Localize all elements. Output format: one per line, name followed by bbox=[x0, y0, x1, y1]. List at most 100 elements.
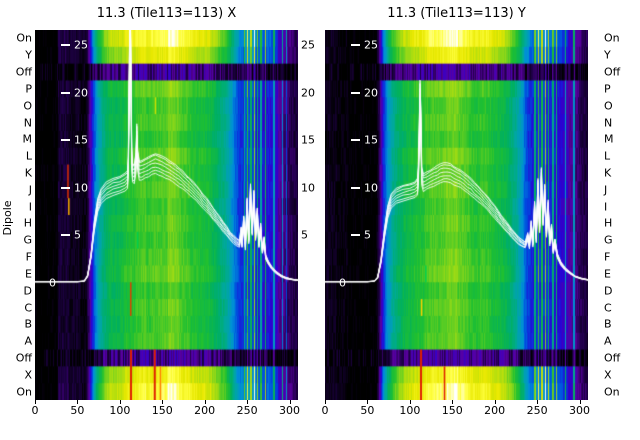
x-tick-mark bbox=[367, 400, 369, 404]
x-tick-mark bbox=[537, 400, 539, 404]
dipole-label-x: X bbox=[604, 368, 612, 382]
y-tick-label-inside: 5 bbox=[364, 228, 371, 242]
x-tick-label: 200 bbox=[194, 404, 216, 417]
x-tick-mark bbox=[409, 400, 411, 404]
dipole-label-n: N bbox=[604, 116, 613, 129]
x-tick-mark bbox=[77, 400, 79, 404]
x-tick-mark bbox=[162, 400, 164, 404]
x-tick-label: 100 bbox=[399, 404, 421, 417]
y-tick-label-gap: 5 bbox=[301, 228, 308, 242]
dipole-label-d: D bbox=[604, 284, 613, 298]
x-tick-mark bbox=[325, 400, 326, 404]
y-tick-label-gap: 15 bbox=[301, 133, 315, 147]
dipole-label-g: G bbox=[23, 233, 32, 247]
y-tick-mark bbox=[61, 234, 70, 237]
y-tick-mark bbox=[61, 91, 70, 94]
panel-title-y: 11.3 (Tile113=113) Y bbox=[387, 6, 526, 21]
y-tick-mark bbox=[351, 44, 360, 46]
dipole-label-n: N bbox=[23, 116, 32, 129]
x-tick-mark bbox=[119, 400, 121, 404]
y-tick-label-inside: 20 bbox=[74, 86, 88, 100]
x-tick-label: 300 bbox=[569, 404, 591, 417]
heatmap-canvas-y bbox=[325, 30, 588, 400]
y-tick-label-inside: 10 bbox=[74, 181, 88, 195]
x-tick-mark bbox=[204, 400, 206, 404]
x-tick-label: 0 bbox=[321, 404, 329, 417]
x-tick-label: 150 bbox=[441, 404, 463, 417]
y-tick-label-gap: 25 bbox=[301, 38, 315, 52]
dipole-label-e: E bbox=[25, 267, 32, 281]
y-tick-label-inside: 10 bbox=[364, 181, 378, 195]
dipole-label-p: P bbox=[604, 82, 611, 96]
y-tick-label-inside: 15 bbox=[364, 133, 378, 147]
dipole-label-a: A bbox=[604, 334, 612, 348]
x-tick-mark bbox=[452, 400, 454, 404]
y-tick-mark bbox=[61, 186, 70, 189]
dipole-label-m: M bbox=[604, 132, 614, 146]
dipole-label-on: On bbox=[16, 385, 32, 399]
panel-title-x: 11.3 (Tile113=113) X bbox=[96, 6, 237, 21]
y-tick-label-inside: 15 bbox=[74, 133, 88, 147]
x-tick-mark bbox=[289, 400, 291, 404]
dipole-label-x: X bbox=[24, 368, 32, 382]
x-tick-label: 50 bbox=[360, 404, 375, 417]
y-tick-label-gap: 20 bbox=[301, 86, 315, 100]
dipole-label-b: B bbox=[604, 317, 612, 331]
x-tick-mark bbox=[579, 400, 581, 404]
dipole-label-off: Off bbox=[15, 351, 32, 365]
y-tick-label-inside: 0 bbox=[339, 276, 346, 290]
dipole-label-o: O bbox=[23, 99, 32, 113]
dipole-label-a: A bbox=[24, 334, 32, 348]
x-tick-label: 150 bbox=[151, 404, 173, 417]
y-tick-label-inside: 25 bbox=[364, 38, 378, 52]
dipole-label-b: B bbox=[24, 317, 32, 331]
dipole-label-f: F bbox=[604, 250, 611, 264]
dipole-label-on: On bbox=[16, 31, 32, 45]
dipole-label-m: M bbox=[22, 132, 33, 146]
y-tick-label-gap: 10 bbox=[301, 181, 315, 195]
dipole-label-j: J bbox=[28, 183, 32, 197]
y-tick-label-inside: 5 bbox=[74, 228, 81, 242]
dipole-label-k: K bbox=[24, 166, 32, 180]
x-tick-label: 200 bbox=[484, 404, 506, 417]
dipole-label-j: J bbox=[604, 183, 608, 197]
x-tick-label: 300 bbox=[279, 404, 301, 417]
dipole-label-c: C bbox=[604, 301, 612, 314]
heatmap-canvas-x bbox=[35, 30, 298, 400]
dipole-label-c: C bbox=[24, 301, 32, 314]
dipole-label-d: D bbox=[23, 284, 32, 298]
dipole-label-i: I bbox=[28, 200, 32, 214]
dipole-label-i: I bbox=[604, 200, 608, 214]
y-tick-mark bbox=[351, 234, 360, 237]
y-tick-mark bbox=[351, 91, 360, 94]
panel-x: 11.3 (Tile113=113) X 25 20 15 10 5 0 bbox=[35, 6, 298, 400]
dipole-label-off: Off bbox=[604, 351, 621, 365]
x-tick-mark bbox=[35, 400, 36, 404]
x-tick-mark bbox=[247, 400, 249, 404]
y-tick-label-inside: 0 bbox=[49, 276, 56, 290]
dipole-label-p: P bbox=[25, 82, 32, 96]
dipole-label-g: G bbox=[604, 233, 613, 247]
y-tick-mark bbox=[61, 139, 70, 142]
dipole-label-h: H bbox=[23, 216, 32, 230]
dipole-label-y: Y bbox=[25, 48, 32, 62]
dipole-label-l: L bbox=[25, 149, 32, 163]
x-tick-label: 250 bbox=[526, 404, 548, 417]
x-tick-label: 50 bbox=[70, 404, 85, 417]
dipole-label-off: Off bbox=[604, 65, 621, 79]
dipole-label-e: E bbox=[604, 267, 611, 281]
dipole-label-k: K bbox=[604, 166, 612, 180]
panel-y: 11.3 (Tile113=113) Y 25 20 15 10 5 0 bbox=[325, 6, 588, 400]
x-tick-mark bbox=[494, 400, 496, 404]
x-tick-label: 100 bbox=[109, 404, 131, 417]
dipole-label-off: Off bbox=[15, 65, 32, 79]
dipole-label-f: F bbox=[25, 250, 32, 264]
dipole-label-on: On bbox=[604, 31, 620, 45]
x-tick-label: 0 bbox=[31, 404, 39, 417]
dipole-label-on: On bbox=[604, 385, 620, 399]
y-tick-mark bbox=[61, 44, 70, 46]
dipole-label-l: L bbox=[604, 149, 611, 163]
y-tick-label-inside: 25 bbox=[74, 38, 88, 52]
x-tick-label: 250 bbox=[236, 404, 258, 417]
